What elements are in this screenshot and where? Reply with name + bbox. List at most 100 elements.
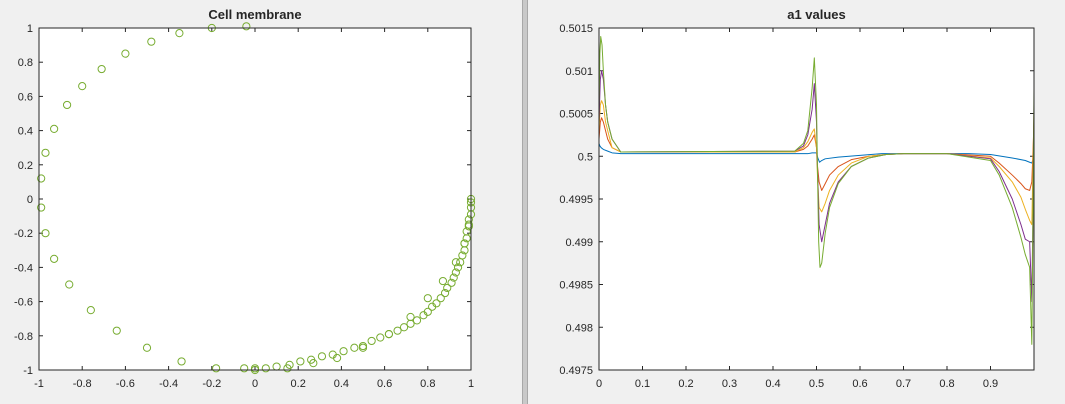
scatter-point: [350, 343, 359, 352]
y-tick-label: -0.8: [14, 331, 33, 343]
y-tick-label: 0.5005: [559, 109, 593, 121]
y-tick-label: 0.8: [18, 57, 33, 69]
x-tick-label: 0.2: [678, 378, 693, 390]
y-tick-label: 0: [27, 194, 33, 206]
scatter-point: [438, 276, 448, 286]
x-tick-label: 1: [468, 378, 474, 390]
series-line-2: [598, 117, 1035, 191]
y-tick-label: -1: [23, 365, 33, 377]
x-tick-label: 0.1: [635, 378, 650, 390]
scatter-point: [97, 64, 106, 74]
scatter-point: [399, 323, 409, 332]
panel-splitter[interactable]: [522, 0, 528, 404]
scatter-point: [285, 360, 294, 369]
scatter-point: [428, 302, 437, 311]
scatter-point: [447, 278, 456, 287]
scatter-point: [112, 326, 121, 335]
scatter-point: [436, 294, 445, 303]
y-tick-label: 0.6: [18, 91, 33, 103]
scatter-point: [50, 124, 59, 133]
y-tick-label: -0.2: [14, 228, 33, 240]
scatter-point: [376, 333, 385, 342]
axes-box: [38, 27, 472, 371]
x-tick-label: -0.6: [116, 378, 135, 390]
y-tick-label: 0.501: [565, 66, 593, 78]
x-tick-label: 0: [596, 378, 602, 390]
axes-box: [598, 27, 1035, 371]
scatter-point: [250, 364, 260, 373]
plot-area[interactable]: [599, 28, 1034, 370]
scatter-point: [296, 357, 305, 366]
series-line-3: [598, 100, 1035, 226]
left-figure-panel: Cell membrane -1 -0.8 -0.6 -0.4 -0.2 0 0.2 0.4 0.…: [0, 0, 522, 404]
series-line-1: [598, 143, 1034, 164]
x-tick-label: -0.2: [202, 378, 221, 390]
scatter-point: [423, 294, 432, 303]
scatter-point: [242, 22, 251, 31]
scatter-point: [451, 268, 460, 277]
scatter-point: [443, 283, 452, 293]
x-tick-label: 0.4: [765, 378, 780, 390]
scatter-point: [449, 273, 458, 282]
x-tick-label: -0.4: [159, 378, 178, 390]
series-line-5: [598, 36, 1035, 345]
scatter-point: [121, 49, 130, 58]
x-tick-label: 0.6: [377, 378, 392, 390]
right-figure-panel: a1 values 0 0.1 0.2 0.3 0.4 0.5 0.6 0.7 0.8 0.9 0.4…: [528, 0, 1065, 404]
scatter-point: [412, 316, 422, 325]
scatter-point: [393, 326, 402, 335]
scatter-point: [464, 222, 473, 231]
scatter-point: [307, 355, 316, 364]
scatter-point: [419, 311, 428, 320]
y-tick-label: -0.4: [14, 262, 33, 274]
scatter-point: [37, 203, 46, 212]
scatter-point: [440, 288, 450, 298]
scatter-point: [78, 82, 87, 91]
scatter-point: [367, 336, 376, 346]
y-tick-label: 0.498: [565, 322, 593, 334]
y-tick-label: -0.6: [14, 297, 33, 309]
scatter-point: [339, 347, 348, 356]
x-tick-label: 0.8: [939, 378, 954, 390]
y-tick-label: 0.4995: [559, 194, 593, 206]
a1-values-chart: a1 values 0 0.1 0.2 0.3 0.4 0.5 0.6 0.7 0.8 0.9 0.4…: [559, 7, 1035, 390]
scatter-point: [328, 350, 337, 359]
y-tick-label: 0.4975: [559, 365, 593, 377]
scatter-point: [460, 246, 469, 255]
y-tick-label: 0.2: [18, 160, 33, 172]
scatter-point: [65, 280, 74, 289]
scatter-point: [261, 364, 270, 373]
x-tick-label: -1: [34, 378, 44, 390]
y-tick-label: 0.5015: [559, 23, 593, 35]
x-tick-label: -0.8: [73, 378, 92, 390]
y-tick-label: 1: [27, 23, 33, 35]
scatter-point: [406, 319, 415, 328]
scatter-point: [175, 29, 184, 38]
cell-membrane-chart: Cell membrane -1 -0.8 -0.6 -0.4 -0.2 0 0.2 0.4 0.…: [14, 7, 476, 390]
x-tick-label: 0.6: [852, 378, 867, 390]
y-tick-label: 0.4985: [559, 280, 593, 292]
scatter-point: [41, 229, 50, 238]
x-tick-label: 0.4: [334, 378, 349, 390]
scatter-point: [456, 258, 465, 267]
scatter-point: [147, 37, 156, 46]
scatter-point: [358, 341, 368, 351]
x-tick-label: 0.5: [809, 378, 824, 390]
chart-title: a1 values: [787, 7, 846, 22]
x-tick-label: 0.8: [420, 378, 435, 390]
x-tick-label: 0: [252, 378, 258, 390]
x-tick-label: 0.7: [896, 378, 911, 390]
scatter-point: [462, 234, 471, 243]
scatter-point: [451, 258, 460, 267]
y-tick-label: 0.499: [565, 237, 593, 249]
plot-area[interactable]: [39, 28, 471, 370]
scatter-point: [212, 364, 221, 373]
scatter-point: [50, 254, 59, 263]
scatter-point: [37, 174, 46, 183]
chart-title: Cell membrane: [208, 7, 301, 22]
y-tick-label: 0.4: [18, 126, 33, 138]
y-tick-label: 0.5: [578, 151, 593, 163]
scatter-point: [62, 100, 72, 110]
scatter-point: [453, 263, 463, 272]
scatter-point: [240, 364, 249, 373]
